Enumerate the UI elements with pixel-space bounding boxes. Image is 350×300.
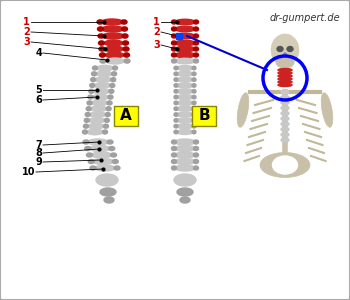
Ellipse shape [172,153,176,157]
Ellipse shape [172,20,176,24]
Text: 2: 2 [153,27,160,37]
Ellipse shape [83,140,89,144]
FancyBboxPatch shape [114,106,138,126]
Ellipse shape [88,160,94,164]
Ellipse shape [172,47,176,51]
Text: 1: 1 [23,17,30,27]
Ellipse shape [192,101,196,105]
Ellipse shape [123,47,129,51]
Ellipse shape [175,46,195,52]
Ellipse shape [194,146,198,151]
Ellipse shape [177,124,193,129]
Ellipse shape [278,83,292,86]
Ellipse shape [260,152,310,178]
Ellipse shape [192,89,196,93]
Ellipse shape [96,71,112,76]
Ellipse shape [89,118,105,123]
Ellipse shape [174,130,178,134]
Ellipse shape [281,90,289,94]
Ellipse shape [174,107,178,110]
Ellipse shape [87,101,92,105]
Ellipse shape [105,52,124,58]
Ellipse shape [172,41,176,45]
Ellipse shape [172,27,176,31]
Ellipse shape [175,158,195,164]
Ellipse shape [111,78,116,82]
Ellipse shape [92,100,107,106]
Ellipse shape [122,41,128,45]
Ellipse shape [94,83,110,88]
Ellipse shape [278,74,292,77]
Ellipse shape [194,140,198,144]
Ellipse shape [86,107,91,111]
Ellipse shape [281,138,289,142]
Ellipse shape [194,41,198,45]
Ellipse shape [103,124,108,128]
Text: 10: 10 [21,167,35,177]
Ellipse shape [281,117,289,121]
Ellipse shape [83,130,88,134]
Ellipse shape [194,53,198,57]
Ellipse shape [172,166,176,170]
Ellipse shape [174,101,178,105]
Ellipse shape [172,140,176,144]
Ellipse shape [109,146,115,151]
Ellipse shape [194,153,198,157]
Ellipse shape [175,146,195,152]
Ellipse shape [93,88,109,94]
Ellipse shape [273,156,298,174]
Ellipse shape [192,130,196,134]
Ellipse shape [92,72,97,76]
Ellipse shape [174,72,178,76]
Ellipse shape [177,89,193,94]
Ellipse shape [98,34,104,38]
Ellipse shape [107,101,112,105]
Ellipse shape [121,27,127,31]
Ellipse shape [281,101,289,105]
Ellipse shape [106,58,124,64]
Ellipse shape [174,78,178,81]
Ellipse shape [172,59,176,63]
Ellipse shape [124,59,130,63]
Ellipse shape [175,152,195,158]
Ellipse shape [100,59,106,63]
Ellipse shape [91,152,112,158]
Text: dr-gumpert.de: dr-gumpert.de [270,13,340,23]
Ellipse shape [90,166,96,170]
Text: 8: 8 [35,148,42,158]
Text: 3: 3 [153,40,160,50]
Ellipse shape [175,139,195,145]
Ellipse shape [194,20,198,24]
Ellipse shape [174,118,178,122]
Ellipse shape [271,34,299,66]
Ellipse shape [177,71,193,76]
Ellipse shape [194,160,198,164]
Ellipse shape [174,113,178,116]
Ellipse shape [237,93,249,127]
Ellipse shape [276,58,294,68]
Ellipse shape [104,118,109,122]
Ellipse shape [177,118,193,123]
Ellipse shape [194,34,198,38]
Ellipse shape [175,26,195,32]
Ellipse shape [98,41,105,45]
Ellipse shape [105,46,123,52]
Ellipse shape [175,19,195,25]
Ellipse shape [192,84,196,87]
Ellipse shape [287,46,293,52]
Ellipse shape [102,33,124,39]
Ellipse shape [121,20,127,24]
Ellipse shape [177,77,193,82]
Ellipse shape [281,106,289,110]
Text: B: B [198,109,210,124]
Ellipse shape [99,53,105,57]
Text: 3: 3 [23,37,30,47]
Ellipse shape [101,19,123,25]
Ellipse shape [277,46,283,52]
Ellipse shape [180,197,190,203]
Ellipse shape [175,58,195,64]
Text: 7: 7 [35,140,42,150]
Ellipse shape [112,66,118,70]
Text: 1: 1 [153,17,160,27]
